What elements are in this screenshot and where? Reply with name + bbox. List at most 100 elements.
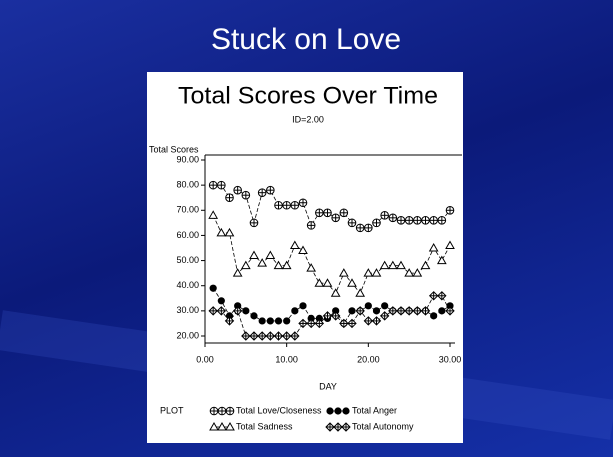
- legend-marker: [333, 422, 343, 432]
- data-point-part: [381, 302, 389, 310]
- y-tick-label: 30.00: [176, 305, 199, 315]
- data-point-part: [217, 297, 225, 305]
- data-point: [371, 268, 382, 277]
- data-point: [396, 260, 406, 270]
- data-point: [299, 302, 307, 310]
- data-point: [381, 302, 389, 310]
- data-point: [283, 317, 291, 325]
- legend-marker-part: [209, 421, 219, 431]
- x-axis-label: DAY: [319, 381, 337, 391]
- data-point-part: [240, 260, 251, 270]
- data-point: [388, 306, 398, 316]
- series-line: [213, 184, 451, 229]
- data-point: [355, 288, 366, 297]
- data-point-part: [274, 317, 283, 325]
- y-axis-label: Total Scores: [149, 144, 199, 154]
- legend-marker: [209, 421, 219, 431]
- data-point-part: [291, 307, 299, 315]
- data-point: [445, 205, 455, 215]
- data-point: [290, 200, 300, 210]
- data-point-part: [372, 307, 381, 315]
- legend-marker: [325, 422, 335, 432]
- y-tick-label: 80.00: [176, 180, 199, 190]
- data-point: [347, 278, 357, 287]
- data-point: [257, 258, 268, 267]
- data-point: [428, 242, 439, 252]
- data-point-part: [364, 302, 372, 310]
- data-point: [348, 307, 356, 315]
- data-point: [379, 311, 390, 321]
- data-point: [355, 223, 365, 233]
- data-point-part: [225, 312, 234, 320]
- legend-marker-part: [225, 421, 235, 431]
- data-point-part: [216, 227, 227, 237]
- data-point-part: [224, 227, 235, 237]
- data-point-part: [242, 307, 250, 315]
- legend-marker: [225, 406, 235, 416]
- legend-marker: [342, 407, 350, 415]
- x-tick-label: 10.00: [275, 354, 298, 364]
- data-point: [282, 200, 291, 210]
- legend-entry: Total Love/Closeness: [236, 405, 322, 415]
- data-point-part: [428, 242, 439, 252]
- data-point-part: [438, 307, 446, 315]
- data-point: [249, 218, 259, 228]
- data-point: [315, 208, 324, 218]
- data-point-part: [379, 260, 390, 270]
- data-point-part: [430, 312, 438, 320]
- data-point: [266, 317, 274, 325]
- data-point: [298, 198, 308, 208]
- data-point: [281, 260, 292, 270]
- y-tick-label: 50.00: [176, 255, 199, 265]
- data-point: [209, 284, 217, 292]
- data-point: [437, 216, 447, 225]
- data-point: [404, 306, 414, 316]
- data-point: [289, 240, 300, 249]
- data-point: [387, 260, 398, 270]
- data-point: [388, 213, 398, 223]
- chart-area: [147, 72, 463, 443]
- data-point: [396, 216, 406, 225]
- data-point-part: [371, 268, 382, 277]
- data-point: [290, 331, 300, 341]
- data-point: [436, 255, 447, 265]
- legend-marker: [209, 406, 219, 416]
- data-point: [380, 211, 389, 220]
- data-point: [412, 306, 423, 316]
- data-point: [250, 312, 258, 320]
- data-point-part: [265, 250, 276, 260]
- data-point: [232, 268, 243, 277]
- data-point: [322, 278, 333, 287]
- data-point: [265, 250, 276, 260]
- data-point: [364, 302, 372, 310]
- data-point: [273, 331, 284, 341]
- data-point: [355, 306, 365, 316]
- y-tick-label: 20.00: [176, 330, 199, 340]
- data-point: [404, 268, 415, 277]
- data-point: [224, 227, 235, 237]
- data-point: [291, 307, 299, 315]
- data-point: [266, 185, 275, 195]
- data-point: [241, 190, 251, 200]
- data-point-part: [396, 260, 406, 270]
- data-point: [364, 223, 373, 233]
- data-point: [306, 263, 317, 272]
- data-point: [265, 331, 276, 341]
- chart-title: Total Scores Over Time: [178, 82, 438, 109]
- data-point-part: [209, 284, 217, 292]
- data-point: [274, 200, 283, 210]
- data-point: [437, 291, 447, 301]
- data-point: [330, 288, 341, 297]
- data-point: [208, 306, 218, 316]
- data-point: [363, 316, 374, 326]
- data-point: [257, 331, 267, 341]
- data-point-part: [347, 278, 357, 287]
- data-point: [338, 268, 349, 277]
- data-point: [306, 221, 316, 230]
- data-point-part: [348, 307, 356, 315]
- data-point-part: [436, 255, 447, 265]
- data-point: [421, 216, 430, 225]
- data-point: [249, 250, 259, 260]
